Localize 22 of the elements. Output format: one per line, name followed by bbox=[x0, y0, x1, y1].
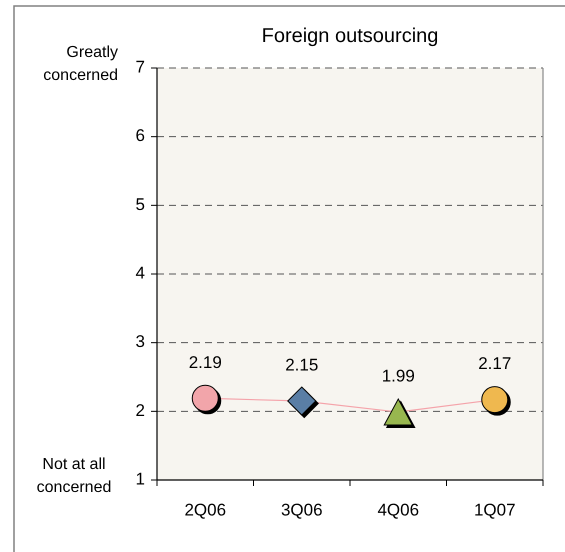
data-label: 2.19 bbox=[188, 352, 222, 372]
point bbox=[192, 384, 219, 412]
data-label: 2.15 bbox=[285, 356, 318, 375]
text: Not at all concerned bbox=[36, 456, 112, 496]
y-tick-label: 5 bbox=[136, 194, 145, 214]
y-tick-label: 6 bbox=[136, 126, 145, 146]
point bbox=[287, 386, 316, 416]
x-tick-label: 2Q06 bbox=[184, 500, 226, 520]
point bbox=[481, 386, 508, 414]
y-tick-label: 3 bbox=[136, 332, 145, 352]
y-tick-label: 4 bbox=[136, 263, 145, 282]
text: Greatly concerned bbox=[43, 44, 118, 84]
chart-title: Foreign outsourcing bbox=[262, 25, 438, 47]
data-label: 1.99 bbox=[382, 366, 415, 386]
x-tick-label: 3Q06 bbox=[280, 500, 323, 520]
y-tick-label: 2 bbox=[136, 400, 145, 420]
x-tick-label: 1Q07 bbox=[474, 500, 516, 520]
y-tick-label: 7 bbox=[136, 57, 145, 76]
point bbox=[384, 398, 413, 426]
x-tick-label: 4Q06 bbox=[377, 500, 420, 520]
data-label: 2.17 bbox=[478, 354, 512, 374]
y-tick-label: 1 bbox=[136, 469, 145, 488]
